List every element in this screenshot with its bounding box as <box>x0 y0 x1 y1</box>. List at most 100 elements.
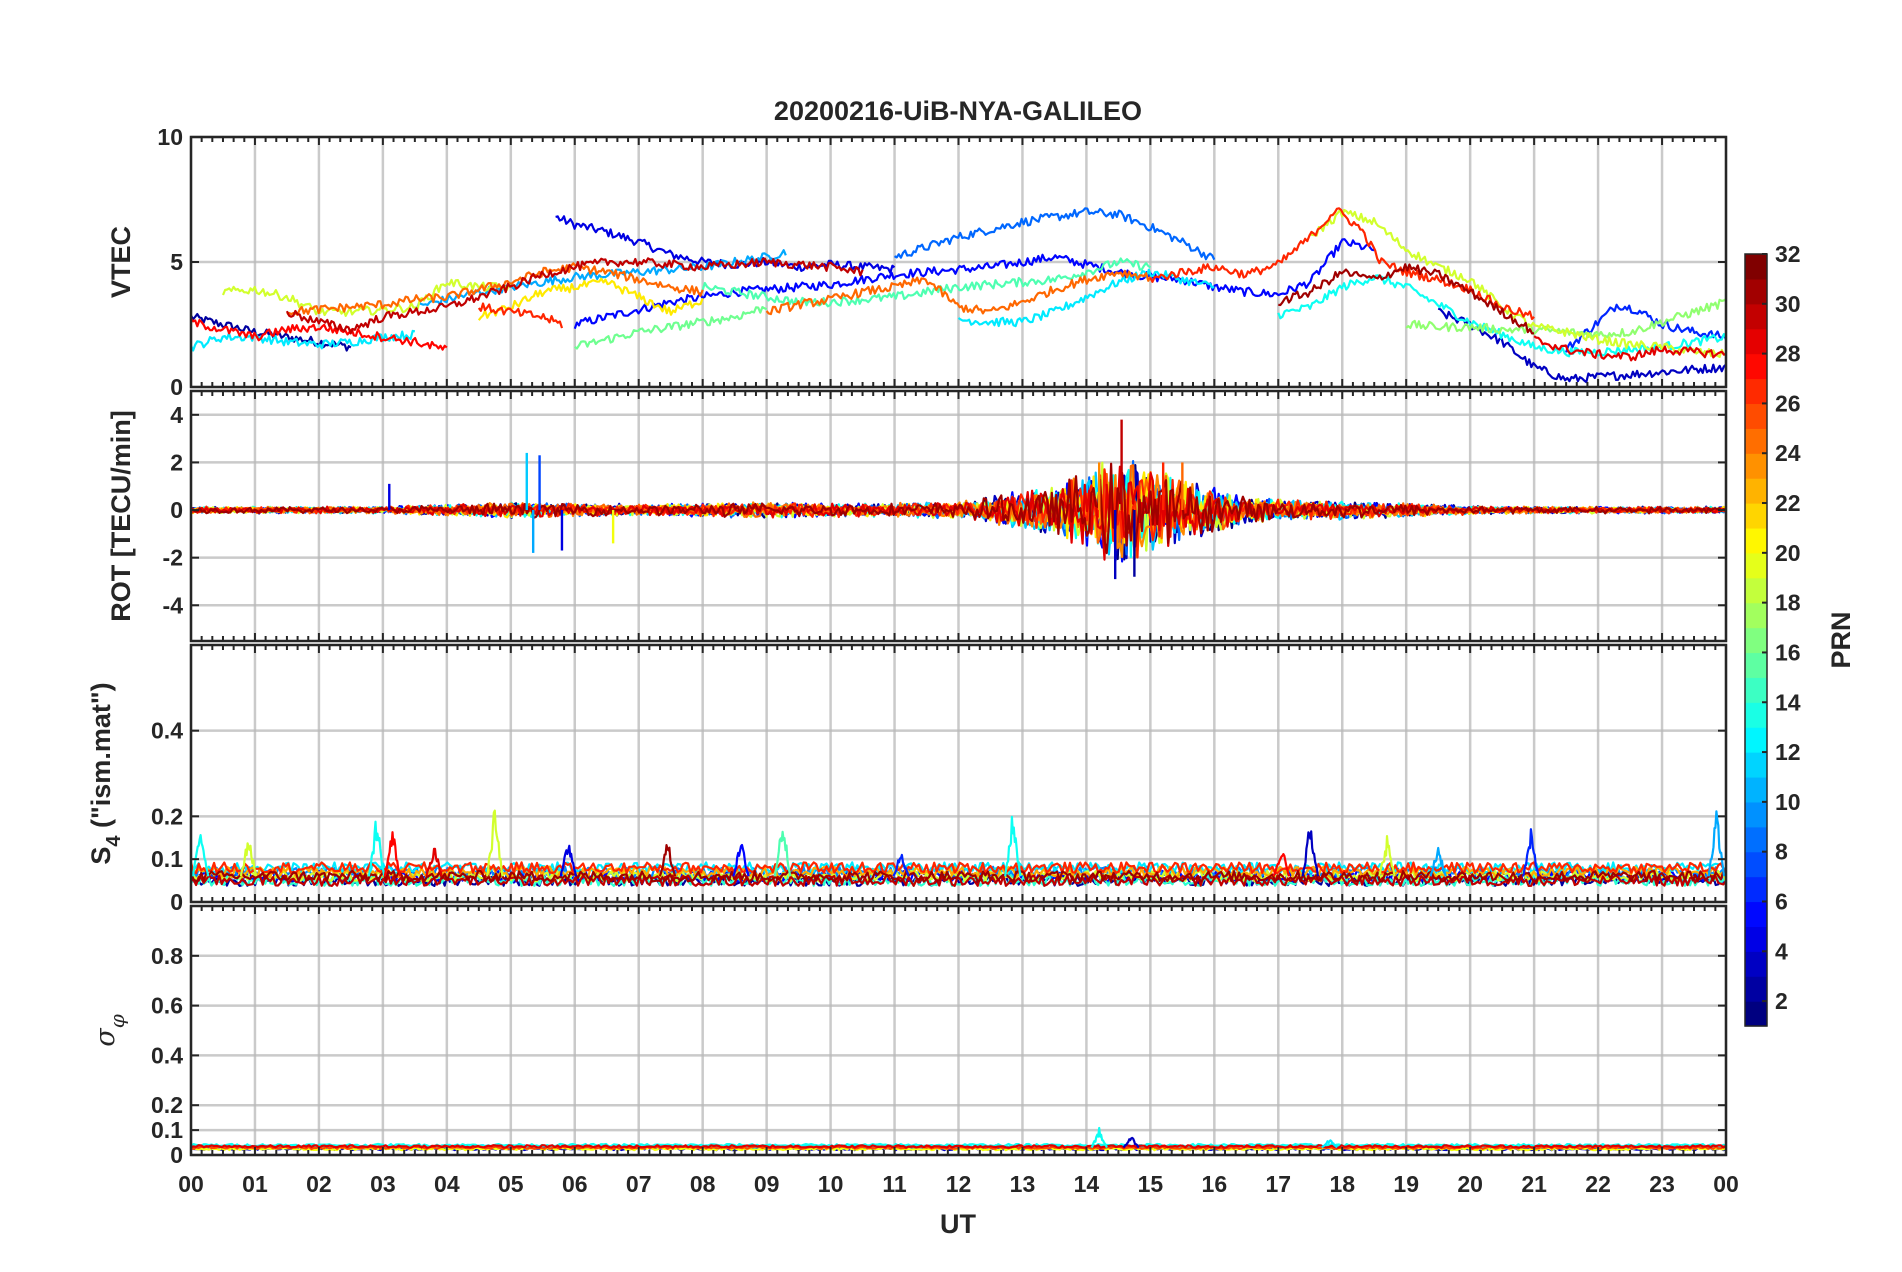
x-tick-label: 04 <box>434 1171 460 1197</box>
colorbar-segment <box>1745 278 1767 305</box>
chart-title: 20200216-UiB-NYA-GALILEO <box>774 96 1142 126</box>
x-tick-label: 05 <box>498 1171 524 1197</box>
vtec-series-prn-8 <box>893 207 1216 261</box>
s4-peak <box>383 831 402 877</box>
x-tick-label: 12 <box>946 1171 972 1197</box>
s4-peak <box>1004 815 1022 877</box>
vtec-series-prn-29 <box>1533 335 1726 362</box>
sigma_phi-peak <box>1321 1139 1338 1149</box>
x-tick-label: 13 <box>1010 1171 1036 1197</box>
colorbar-tick-label: 14 <box>1775 689 1801 715</box>
colorbar-segment <box>1745 453 1767 479</box>
s4-peak <box>1272 853 1291 877</box>
vtec-series-prn-4 <box>555 215 896 274</box>
colorbar-segment <box>1745 752 1767 778</box>
panel-vtec: 0 5 10 VTEC <box>106 124 1728 400</box>
vtec-series-prn-21 <box>477 277 704 321</box>
x-axis-label: UT <box>940 1209 976 1239</box>
y-axis-label-sigma-phi: σφ <box>90 1014 129 1046</box>
colorbar-segment <box>1745 577 1767 604</box>
x-tick-label: 16 <box>1202 1171 1228 1197</box>
x-tick-label: 18 <box>1329 1171 1355 1197</box>
sigma_phi-peak <box>1122 1136 1140 1149</box>
y-tick-label: 0.8 <box>151 943 183 969</box>
colorbar-tick-label: 2 <box>1775 988 1788 1014</box>
y-tick-label: 0 <box>170 374 183 400</box>
panel-s4: 0 0.1 0.2 0.4 S4 ("ism.mat") <box>86 643 1728 915</box>
s4-peak <box>486 809 504 877</box>
x-tick-label: 03 <box>370 1171 396 1197</box>
traces-s4 <box>191 809 1726 887</box>
s4-peak <box>425 847 443 877</box>
x-tick-label: 22 <box>1585 1171 1611 1197</box>
vtec-series-prn-12 <box>191 329 416 352</box>
colorbar-segment <box>1745 876 1767 903</box>
panel-sigma_phi: 00.10.2 0.4 0.6 0.8 σφ <box>90 904 1728 1168</box>
x-tick-label: 21 <box>1521 1171 1547 1197</box>
s4-peak <box>1707 810 1726 877</box>
s4-peak <box>239 842 258 877</box>
s4-peak <box>892 853 910 877</box>
y-tick-label: -4 <box>163 592 184 618</box>
traces-rot <box>191 419 1726 580</box>
colorbar-label: PRN <box>1826 611 1856 668</box>
colorbar-tick-label: 20 <box>1775 540 1801 566</box>
y-tick-label: 10 <box>157 124 183 150</box>
s4-peak <box>658 844 677 877</box>
s4-peak <box>559 844 578 877</box>
colorbar-tick-label: 26 <box>1775 390 1801 416</box>
traces-vtec <box>191 207 1726 384</box>
x-tick-label: 01 <box>242 1171 268 1197</box>
colorbar-segment <box>1745 702 1767 728</box>
colorbar-segment <box>1745 503 1767 529</box>
colorbar-tick-label: 8 <box>1775 839 1788 865</box>
colorbar-segment <box>1745 602 1767 629</box>
colorbar-segment <box>1745 826 1767 853</box>
vtec-series-prn-28 <box>191 317 448 351</box>
colorbar-tick-label: 22 <box>1775 490 1801 516</box>
y-axis-label-rot: ROT [TECU/min] <box>106 410 136 621</box>
y-tick-label: 0.4 <box>151 1042 183 1068</box>
colorbar-segment <box>1745 652 1767 678</box>
colorbar-segment <box>1745 552 1767 579</box>
colorbar-segment <box>1745 901 1767 927</box>
vtec-series-prn-27 <box>1149 207 1535 321</box>
vtec-series-prn-19 <box>1309 208 1726 358</box>
s4-peak <box>732 843 750 877</box>
s4-series-prn-27 <box>191 861 1726 875</box>
x-tick-label: 00 <box>178 1171 204 1197</box>
colorbar-segment <box>1745 527 1767 554</box>
x-tick-label: 15 <box>1138 1171 1164 1197</box>
colorbar-tick-label: 10 <box>1775 789 1801 815</box>
y-tick-label: 5 <box>170 249 183 275</box>
x-tick-label: 20 <box>1457 1171 1483 1197</box>
y-tick-label: 0.1 <box>151 1117 183 1143</box>
colorbar-tick-label: 12 <box>1775 739 1801 765</box>
y-tick-label: 0 <box>170 889 183 915</box>
colorbar-segment <box>1745 328 1767 355</box>
s4-peak <box>1301 830 1319 877</box>
x-tick-label: 10 <box>818 1171 844 1197</box>
y-tick-label: 4 <box>170 402 183 428</box>
colorbar-segment <box>1745 976 1767 1002</box>
y-tick-label: 0.1 <box>151 846 183 872</box>
s4-peak <box>1429 846 1447 877</box>
vtec-series-prn-12 <box>957 268 1215 328</box>
colorbar-segment <box>1745 951 1767 977</box>
colorbar-tick-label: 30 <box>1775 291 1801 317</box>
vtec-series-prn-25 <box>286 262 704 316</box>
colorbar-segment <box>1745 1001 1767 1027</box>
s4-series-prn-31 <box>191 869 1726 883</box>
x-tick-label: 09 <box>754 1171 780 1197</box>
colorbar-segment <box>1745 801 1767 828</box>
colorbar-tick-label: 32 <box>1775 241 1801 267</box>
x-tick-labels: 00 01 02 03 04 05 06 07 08 09 10 11 12 13 14 15 16 17 18 19… <box>178 1171 1739 1197</box>
colorbar-segment <box>1745 926 1767 952</box>
colorbar-segment <box>1745 627 1767 654</box>
y-axis-label-s4: S4 ("ism.mat") <box>86 682 125 864</box>
y-tick-label: 2 <box>170 449 183 475</box>
vtec-series-prn-27 <box>477 302 564 329</box>
y-tick-label: 0 <box>170 497 183 523</box>
